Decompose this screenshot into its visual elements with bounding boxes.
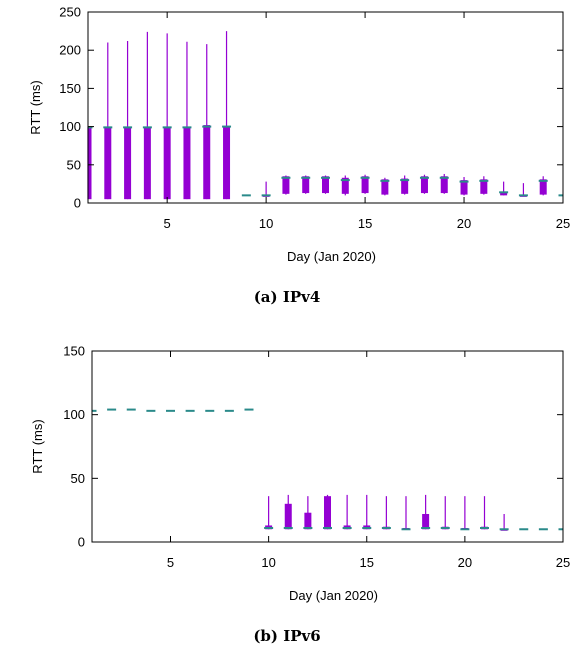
chart-ipv4-y-tick-label: 100 [59,119,81,134]
chart-ipv4-box [440,176,448,194]
chart-ipv4-box [143,126,151,200]
chart-ipv4-y-tick-label: 50 [67,157,81,172]
chart-ipv6-box [304,512,312,530]
chart-ipv4-y-tick-label: 250 [59,5,81,20]
chart-ipv6-axes: 0 50 100 150 5 10 15 20 25 [63,344,570,571]
chart-ipv4-box [124,126,132,200]
chart-ipv4-x-tick-label: 5 [164,216,171,231]
chart-ipv4-x-tick-label: 10 [259,216,273,231]
chart-ipv6-x-tick-label: 10 [261,555,275,570]
chart-ipv4-box [104,126,112,200]
chart-ipv4-x-tick-label: 15 [358,216,372,231]
chart-ipv6-y-tick-label: 0 [78,535,85,550]
chart-ipv4-box [223,125,231,200]
chart-ipv4-box [420,176,428,194]
chart-ipv4-plot-frame [87,11,564,204]
chart-ipv4-y-axis-label: RTT (ms) [28,80,43,134]
chart-ipv4-box [381,179,389,195]
chart-ipv4-box [163,126,171,200]
chart-ipv4-box [183,126,191,200]
chart-ipv4-box [361,176,369,194]
chart-ipv6-x-tick-label: 20 [458,555,472,570]
chart-ipv6: 0 50 100 150 5 10 15 20 25 Day (Jan 2020) RTT (m… [30,344,570,646]
chart-ipv4-x-tick-label: 25 [556,216,570,231]
chart-ipv6-marks [92,408,563,531]
chart-ipv6-caption: (b) IPv6 [253,627,320,645]
chart-ipv4-box [302,176,310,194]
chart-ipv4-x-tick-label: 20 [457,216,471,231]
chart-ipv4-axes: 0 50 100 150 200 250 5 10 15 20 25 [59,5,570,232]
chart-ipv6-box [284,503,292,530]
chart-ipv4-box [401,178,409,194]
chart-ipv4-y-tick-label: 200 [59,43,81,58]
chart-ipv4-box [500,191,508,196]
chart-ipv4-caption: (a) IPv4 [254,288,321,306]
chart-ipv4-x-axis-label: Day (Jan 2020) [287,249,376,264]
chart-ipv6-x-tick-label: 15 [360,555,374,570]
chart-ipv4-box [203,125,211,200]
chart-ipv6-plot-frame [91,350,564,543]
chart-ipv4-box [322,176,329,194]
chart-ipv6-y-axis-label: RTT (ms) [30,419,45,473]
chart-ipv6-y-tick-label: 50 [71,471,85,486]
chart-ipv6-y-tick-label: 150 [63,344,85,359]
chart-ipv4-box [460,180,468,195]
chart-ipv4-box [480,179,488,194]
chart-ipv6-box [324,496,331,530]
chart-ipv4-y-tick-label: 150 [59,81,81,96]
chart-ipv6-x-tick-label: 5 [167,555,174,570]
chart-ipv6-x-tick-label: 25 [556,555,570,570]
chart-ipv4-marks [87,31,563,200]
chart-ipv6-box [422,513,430,530]
chart-ipv6-x-axis-label: Day (Jan 2020) [289,588,378,603]
chart-ipv6-y-tick-label: 100 [63,407,85,422]
chart-ipv4-box [539,179,547,195]
chart-ipv4-box [88,126,92,200]
chart-ipv4-y-tick-label: 0 [74,196,81,211]
chart-ipv4-box [341,177,349,194]
chart-ipv4-box [282,176,290,194]
